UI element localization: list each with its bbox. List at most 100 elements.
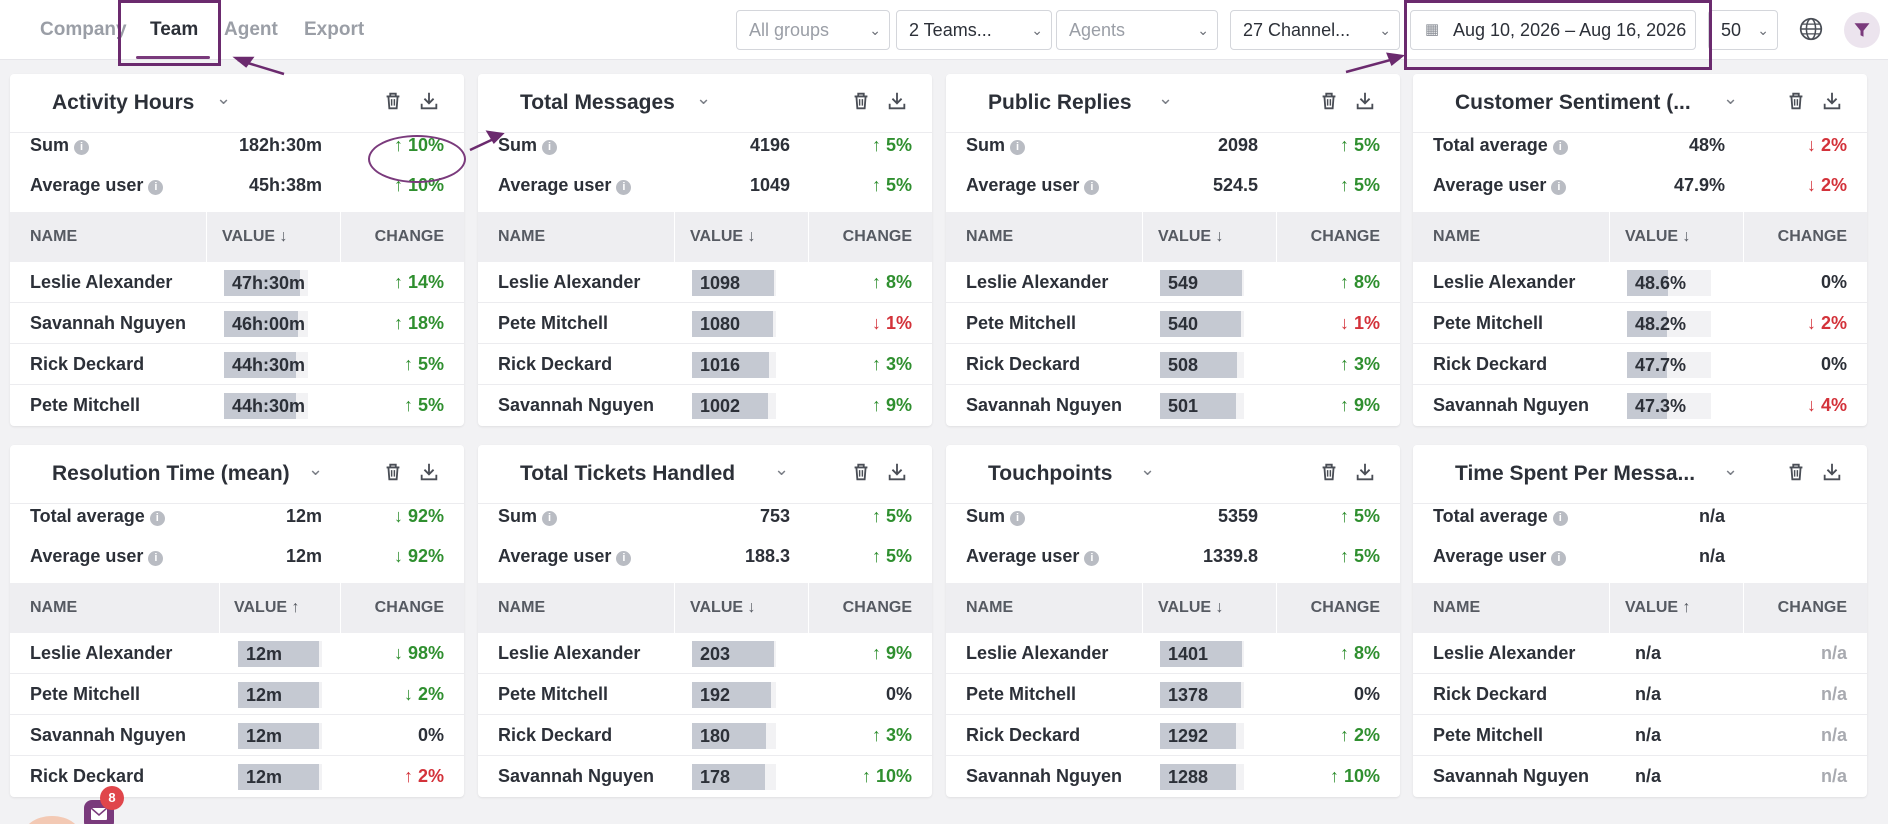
column-header-change[interactable]: CHANGE: [842, 228, 912, 245]
column-header-change[interactable]: CHANGE: [1777, 228, 1847, 245]
table-row[interactable]: Pete Mitchell 48.2% ↓ 2%: [1413, 303, 1867, 344]
table-row[interactable]: Pete Mitchell 1378 0%: [946, 674, 1400, 715]
info-icon[interactable]: i: [542, 140, 558, 155]
column-header-value[interactable]: VALUE ↑: [1625, 599, 1691, 617]
column-header-name[interactable]: NAME: [30, 228, 78, 245]
column-header-name[interactable]: NAME: [966, 599, 1014, 616]
table-row[interactable]: Rick Deckard 12m ↑ 2%: [10, 756, 464, 797]
column-header-value[interactable]: VALUE ↓: [690, 599, 756, 617]
table-row[interactable]: Pete Mitchell 12m ↓ 2%: [10, 674, 464, 715]
chat-widget[interactable]: 8: [22, 786, 124, 824]
column-header-change[interactable]: CHANGE: [1310, 228, 1380, 245]
card-menu-chevron-icon[interactable]: ⌄: [216, 88, 232, 108]
info-icon[interactable]: i: [148, 551, 164, 566]
column-header-change[interactable]: CHANGE: [1777, 599, 1847, 616]
info-icon[interactable]: i: [1551, 180, 1567, 195]
column-header-name[interactable]: NAME: [498, 599, 546, 616]
card-menu-chevron-icon[interactable]: ⌄: [1158, 88, 1174, 108]
agents-select[interactable]: Agents ⌄: [1056, 10, 1218, 50]
table-row[interactable]: Pete Mitchell 1080 ↓ 1%: [478, 303, 932, 344]
tab-company[interactable]: Company: [40, 19, 127, 40]
table-row[interactable]: Leslie Alexander n/a n/a: [1413, 633, 1867, 674]
trash-icon[interactable]: [850, 90, 872, 112]
table-row[interactable]: Leslie Alexander 12m ↓ 98%: [10, 633, 464, 674]
table-row[interactable]: Savannah Nguyen n/a n/a: [1413, 756, 1867, 797]
info-icon[interactable]: i: [1552, 140, 1568, 155]
info-icon[interactable]: i: [616, 551, 632, 566]
table-row[interactable]: Leslie Alexander 1098 ↑ 8%: [478, 262, 932, 303]
download-icon[interactable]: [886, 461, 908, 483]
download-icon[interactable]: [418, 90, 440, 112]
info-icon[interactable]: i: [1010, 140, 1026, 155]
channels-select[interactable]: 27 Channel... ⌄: [1230, 10, 1400, 50]
table-row[interactable]: Rick Deckard 1016 ↑ 3%: [478, 344, 932, 385]
card-menu-chevron-icon[interactable]: ⌄: [696, 88, 712, 108]
table-row[interactable]: Savannah Nguyen 178 ↑ 10%: [478, 756, 932, 797]
table-row[interactable]: Savannah Nguyen 46h:00m ↑ 18%: [10, 303, 464, 344]
trash-icon[interactable]: [850, 461, 872, 483]
table-row[interactable]: Rick Deckard n/a n/a: [1413, 674, 1867, 715]
column-header-name[interactable]: NAME: [1433, 599, 1481, 616]
info-icon[interactable]: i: [1551, 551, 1567, 566]
trash-icon[interactable]: [1785, 90, 1807, 112]
download-icon[interactable]: [1354, 90, 1376, 112]
column-header-value[interactable]: VALUE ↓: [1625, 228, 1691, 246]
info-icon[interactable]: i: [1084, 180, 1100, 195]
column-header-name[interactable]: NAME: [1433, 228, 1481, 245]
info-icon[interactable]: i: [1010, 511, 1026, 526]
column-header-name[interactable]: NAME: [966, 228, 1014, 245]
globe-icon[interactable]: [1798, 16, 1824, 42]
download-icon[interactable]: [1821, 90, 1843, 112]
card-menu-chevron-icon[interactable]: ⌄: [774, 459, 790, 479]
download-icon[interactable]: [1821, 461, 1843, 483]
groups-select[interactable]: All groups ⌄: [736, 10, 890, 50]
date-range-picker[interactable]: ▦ Aug 10, 2026 – Aug 16, 2026: [1410, 10, 1696, 50]
download-icon[interactable]: [418, 461, 440, 483]
trash-icon[interactable]: [1785, 461, 1807, 483]
card-menu-chevron-icon[interactable]: ⌄: [1140, 459, 1156, 479]
column-header-change[interactable]: CHANGE: [842, 599, 912, 616]
card-menu-chevron-icon[interactable]: ⌄: [308, 459, 324, 479]
download-icon[interactable]: [1354, 461, 1376, 483]
table-row[interactable]: Rick Deckard 47.7% 0%: [1413, 344, 1867, 385]
filter-button[interactable]: [1844, 12, 1880, 48]
column-header-name[interactable]: NAME: [498, 228, 546, 245]
table-row[interactable]: Leslie Alexander 203 ↑ 9%: [478, 633, 932, 674]
table-row[interactable]: Pete Mitchell n/a n/a: [1413, 715, 1867, 756]
info-icon[interactable]: i: [74, 140, 90, 155]
tab-agent[interactable]: Agent: [224, 19, 278, 40]
column-header-change[interactable]: CHANGE: [374, 599, 444, 616]
tab-team[interactable]: Team: [150, 19, 199, 40]
column-header-value[interactable]: VALUE ↓: [1158, 599, 1224, 617]
trash-icon[interactable]: [1318, 461, 1340, 483]
table-row[interactable]: Leslie Alexander 549 ↑ 8%: [946, 262, 1400, 303]
tab-export[interactable]: Export: [304, 19, 365, 40]
table-row[interactable]: Leslie Alexander 48.6% 0%: [1413, 262, 1867, 303]
table-row[interactable]: Savannah Nguyen 1002 ↑ 9%: [478, 385, 932, 426]
table-row[interactable]: Savannah Nguyen 47.3% ↓ 4%: [1413, 385, 1867, 426]
table-row[interactable]: Leslie Alexander 47h:30m ↑ 14%: [10, 262, 464, 303]
download-icon[interactable]: [886, 90, 908, 112]
table-row[interactable]: Rick Deckard 508 ↑ 3%: [946, 344, 1400, 385]
table-row[interactable]: Pete Mitchell 44h:30m ↑ 5%: [10, 385, 464, 426]
column-header-name[interactable]: NAME: [30, 599, 78, 616]
info-icon[interactable]: i: [1552, 511, 1568, 526]
table-row[interactable]: Pete Mitchell 540 ↓ 1%: [946, 303, 1400, 344]
info-icon[interactable]: i: [148, 180, 164, 195]
trash-icon[interactable]: [382, 90, 404, 112]
column-header-change[interactable]: CHANGE: [374, 228, 444, 245]
info-icon[interactable]: i: [149, 511, 165, 526]
trash-icon[interactable]: [382, 461, 404, 483]
card-menu-chevron-icon[interactable]: ⌄: [1723, 459, 1739, 479]
card-menu-chevron-icon[interactable]: ⌄: [1723, 88, 1739, 108]
table-row[interactable]: Rick Deckard 44h:30m ↑ 5%: [10, 344, 464, 385]
info-icon[interactable]: i: [616, 180, 632, 195]
column-header-value[interactable]: VALUE ↓: [1158, 228, 1224, 246]
trash-icon[interactable]: [1318, 90, 1340, 112]
column-header-value[interactable]: VALUE ↑: [234, 599, 300, 617]
table-row[interactable]: Leslie Alexander 1401 ↑ 8%: [946, 633, 1400, 674]
table-row[interactable]: Savannah Nguyen 1288 ↑ 10%: [946, 756, 1400, 797]
column-header-value[interactable]: VALUE ↓: [690, 228, 756, 246]
teams-select[interactable]: 2 Teams... ⌄: [896, 10, 1052, 50]
table-row[interactable]: Savannah Nguyen 12m 0%: [10, 715, 464, 756]
